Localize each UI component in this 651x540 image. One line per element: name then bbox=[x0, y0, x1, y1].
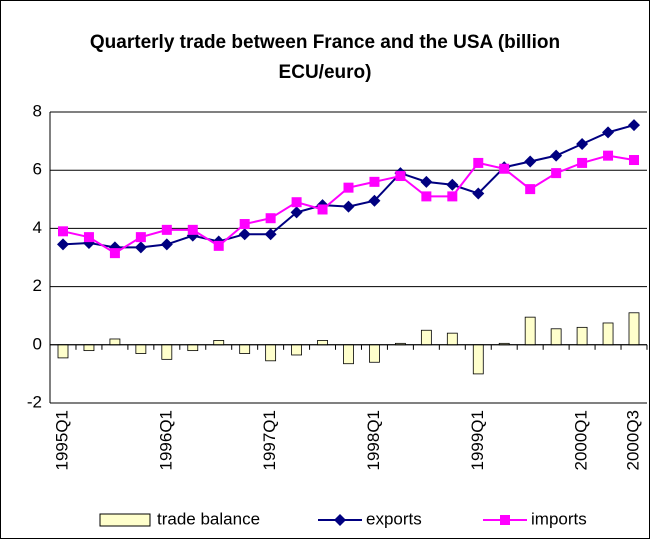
bar bbox=[369, 344, 380, 363]
point bbox=[291, 197, 302, 208]
point bbox=[446, 178, 459, 191]
bar bbox=[57, 344, 69, 359]
bar bbox=[265, 344, 277, 362]
point bbox=[161, 224, 172, 235]
x-tick-label: 1996Q1 bbox=[156, 410, 175, 471]
legend-marker bbox=[334, 514, 346, 526]
y-tick-label: 0 bbox=[33, 334, 42, 353]
point bbox=[213, 240, 224, 251]
point bbox=[447, 191, 458, 202]
point bbox=[264, 228, 277, 241]
point bbox=[238, 228, 251, 241]
point bbox=[499, 163, 510, 174]
point bbox=[369, 176, 380, 187]
chart-title: Quarterly trade between France and the U… bbox=[89, 32, 561, 83]
point bbox=[576, 138, 589, 151]
y-tick-label: -2 bbox=[27, 392, 42, 411]
y-tick-label: 4 bbox=[33, 218, 42, 237]
point bbox=[525, 184, 536, 195]
point bbox=[551, 168, 562, 179]
point bbox=[629, 155, 639, 166]
bar bbox=[524, 316, 536, 346]
bar bbox=[187, 344, 199, 352]
point bbox=[342, 200, 355, 213]
point bbox=[317, 204, 328, 215]
bar bbox=[291, 344, 302, 356]
y-tick-label: 2 bbox=[33, 276, 42, 295]
bar bbox=[472, 344, 484, 375]
bar bbox=[239, 344, 251, 354]
point bbox=[57, 238, 69, 251]
bar bbox=[317, 340, 328, 346]
bar bbox=[420, 329, 432, 346]
point bbox=[58, 226, 68, 237]
point bbox=[109, 248, 120, 259]
bar bbox=[161, 344, 173, 360]
bar bbox=[446, 332, 458, 346]
y-tick-label: 8 bbox=[33, 101, 42, 120]
legend-label: trade balance bbox=[157, 509, 260, 528]
point bbox=[239, 219, 250, 230]
point bbox=[343, 182, 354, 193]
bar bbox=[628, 312, 640, 346]
bar bbox=[602, 322, 614, 346]
point bbox=[602, 126, 615, 139]
point bbox=[265, 213, 276, 224]
x-tick-label: 2000Q1 bbox=[572, 410, 591, 471]
point bbox=[420, 175, 433, 188]
legend-swatch bbox=[99, 513, 151, 527]
bar bbox=[576, 326, 588, 346]
point bbox=[603, 150, 614, 161]
x-tick-label: 1997Q1 bbox=[260, 410, 279, 471]
point bbox=[160, 238, 173, 251]
point bbox=[187, 224, 198, 235]
point bbox=[577, 157, 588, 168]
bar bbox=[109, 338, 121, 346]
bar bbox=[83, 344, 95, 352]
point bbox=[473, 157, 484, 168]
x-tick-label: 1995Q1 bbox=[52, 410, 71, 471]
bar bbox=[213, 340, 225, 346]
point bbox=[421, 191, 432, 202]
point bbox=[628, 119, 640, 132]
point bbox=[83, 232, 94, 243]
y-tick-label: 6 bbox=[33, 160, 42, 179]
x-tick-label: 1998Q1 bbox=[364, 410, 383, 471]
bar bbox=[135, 344, 147, 354]
point bbox=[290, 206, 303, 219]
point bbox=[135, 232, 146, 243]
legend-marker bbox=[500, 515, 510, 525]
point bbox=[472, 187, 485, 200]
legend-label: exports bbox=[366, 509, 422, 528]
point bbox=[550, 149, 563, 162]
point bbox=[368, 194, 381, 207]
legend-label: imports bbox=[531, 509, 587, 528]
bar bbox=[343, 344, 354, 365]
point bbox=[395, 171, 406, 182]
x-tick-label: 1999Q1 bbox=[468, 410, 487, 471]
point bbox=[134, 241, 147, 254]
bar bbox=[550, 328, 562, 346]
x-tick-label: 2000Q3 bbox=[623, 410, 642, 471]
point bbox=[524, 155, 537, 168]
